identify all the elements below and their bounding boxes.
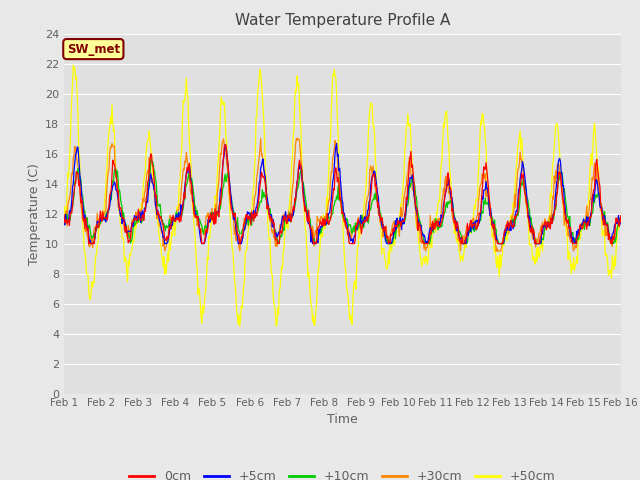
Y-axis label: Temperature (C): Temperature (C) [28, 163, 41, 264]
Title: Water Temperature Profile A: Water Temperature Profile A [235, 13, 450, 28]
Text: SW_met: SW_met [67, 43, 120, 56]
X-axis label: Time: Time [327, 413, 358, 426]
Legend: 0cm, +5cm, +10cm, +30cm, +50cm: 0cm, +5cm, +10cm, +30cm, +50cm [124, 465, 561, 480]
